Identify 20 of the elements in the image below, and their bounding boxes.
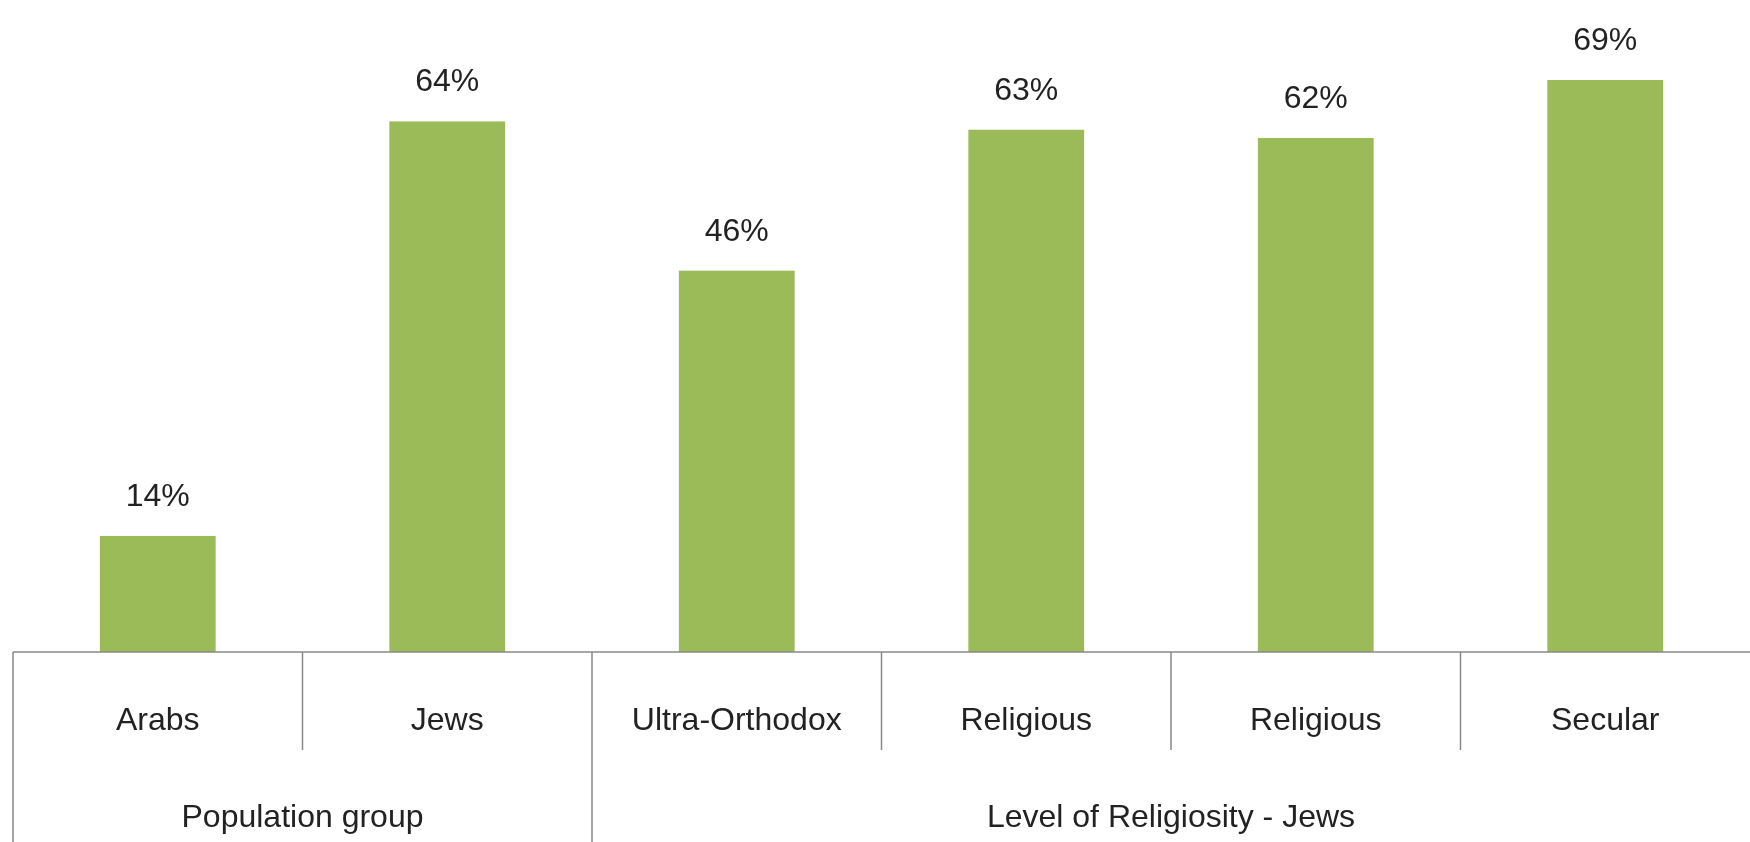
text: Level of Religiosity - Jews bbox=[986, 798, 1356, 834]
data-label: 64% bbox=[415, 62, 480, 99]
bar bbox=[678, 270, 795, 652]
data-label: 62% bbox=[1283, 79, 1348, 116]
x-tick-label: Religious bbox=[960, 701, 1093, 737]
data-label: 69% bbox=[1573, 21, 1638, 57]
bar bbox=[1257, 138, 1374, 652]
x-tick-label: Religious bbox=[1249, 701, 1382, 737]
bar bbox=[99, 535, 216, 652]
x-tick-label: Ultra-Orthodox bbox=[631, 701, 842, 737]
x-tick-label: Secular bbox=[1551, 701, 1660, 737]
bar bbox=[968, 129, 1085, 652]
data-label: 63% bbox=[994, 70, 1059, 107]
text: Population group bbox=[181, 798, 424, 834]
bar bbox=[1547, 80, 1664, 652]
x-tick-label: Jews bbox=[410, 701, 484, 737]
x-tick-label: Arabs bbox=[115, 701, 200, 737]
bar bbox=[389, 121, 506, 652]
data-label: 14% bbox=[125, 476, 190, 513]
data-label: 46% bbox=[704, 211, 769, 248]
